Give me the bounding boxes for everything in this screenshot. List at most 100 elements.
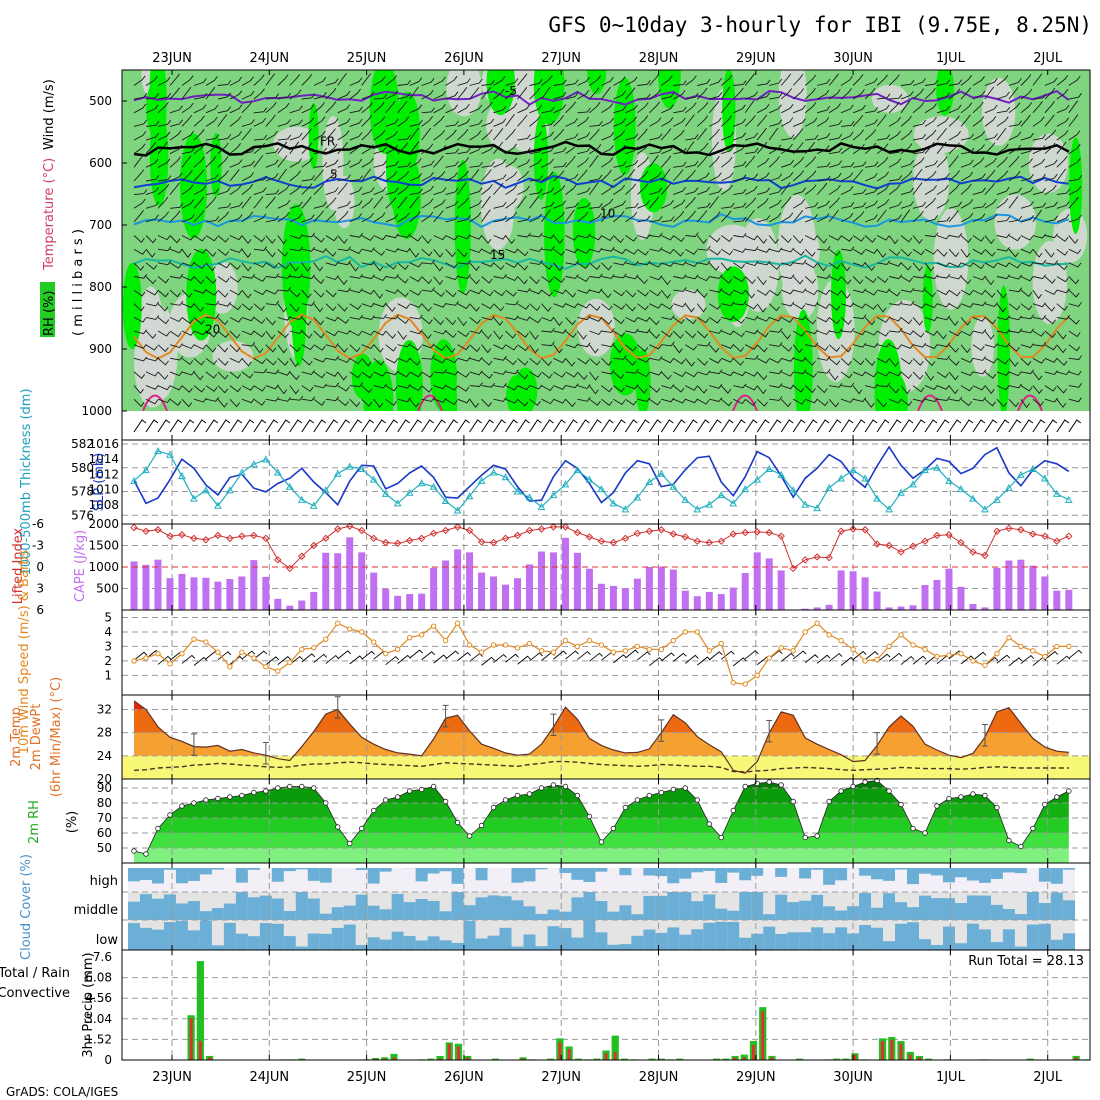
wind-barb [613,330,626,338]
wind-barb [900,170,913,182]
cape-bar [669,569,677,610]
wind-barb [661,145,674,155]
wind-barb [505,211,518,223]
wind-barb [948,357,960,366]
wind-tick-label: 3 [104,639,112,653]
wind-speed-point [538,648,545,654]
wind-barb [757,172,770,182]
wind-barb [841,327,855,333]
wind-barb [217,92,231,100]
rh-point [466,833,473,839]
wind-barb [960,171,974,182]
surface-wind-barb [1020,419,1034,433]
wind-barb [828,89,841,100]
cloud-fill-cell [367,868,380,884]
wind-barb [864,398,875,408]
wind-barb [601,157,614,168]
cloud-fill-cell [1002,908,1016,920]
wind-barb [361,235,374,241]
wind-barb [433,115,445,127]
rh-high-patch [717,266,749,322]
wind-barb-10m [661,652,675,662]
wind-barb [289,262,300,272]
wind-barb [577,330,587,340]
precip-tick-label: 7.6 [93,950,112,964]
wind-barb [828,357,841,366]
wind-barb [325,382,340,388]
wind-barb [373,160,387,168]
wind-barb [601,86,611,100]
wind-barb [996,274,1011,280]
surface-wind-barb [541,419,554,433]
wind-barb [613,344,623,354]
wind-barb [301,157,314,168]
cloud-clear-cell [511,920,524,950]
panel-frame [121,609,1091,696]
wind-barb [577,211,589,223]
wind-barb [721,202,735,209]
wind-barb [325,343,339,348]
wind-barb [780,398,792,408]
date-label-top: 28JUN [639,51,679,66]
wind-barb [829,120,843,127]
wind-barb [289,358,299,368]
precip-convective-bar [374,1058,378,1060]
wind-barb [852,276,864,285]
wind-barb [745,91,758,100]
wind-barb [217,202,232,209]
wind-barb [876,288,891,294]
lifted-index-point [525,526,534,535]
thickness-point [777,470,786,478]
wind-barb [541,120,555,127]
date-label-bottom: 29JUN [736,1070,776,1085]
wind-barb [625,303,636,312]
surface-wind-barb [684,419,698,433]
lifted-index-point [585,533,594,541]
cape-bar [394,595,402,610]
wind-barb [1068,302,1082,307]
wind-barb [613,317,625,325]
wind-barb [805,342,819,348]
wind-barb-10m [828,652,843,662]
wind-barb-10m [816,654,831,664]
wind-barb [733,161,747,168]
wind-barb [637,276,648,285]
wind-barb [289,385,300,395]
thickness-point [873,494,881,502]
wind-barb [277,286,292,292]
thickness-point [585,475,594,483]
wind-barb [721,344,734,349]
wind-barb [1032,302,1046,308]
wind-barb [601,303,613,311]
precip-convective-bar [383,1058,387,1060]
wind-barb [577,357,590,365]
wind-barb [972,187,986,196]
wind-barb [888,398,902,404]
wind-barb [253,357,266,365]
wind-barb [733,398,746,405]
wind-barb [673,235,685,243]
lifted-index-point [933,531,941,540]
wind-barb [1032,187,1046,196]
precip-convective-bar [456,1046,460,1060]
wind-barb [661,104,674,114]
wind-barb [733,300,747,306]
wind-barb [589,75,601,86]
cloud-clear-cell [607,920,620,950]
wind-barb [660,289,671,299]
wind-barb [349,88,361,100]
wind-barb [936,302,950,308]
wind-barb [1068,370,1082,376]
wind-barb [936,117,949,127]
wind-barb [133,248,146,255]
wind-barb [900,187,914,196]
cloud-fill-cell [942,926,956,950]
wind-barb [433,103,446,114]
wind-barb [757,260,771,266]
wind-barb [637,397,651,403]
wind-barb [733,232,747,238]
thickness-point [369,475,378,483]
rh-low-patch [446,70,482,117]
cloud-fill-cell [451,892,464,920]
wind-barb [613,355,627,360]
